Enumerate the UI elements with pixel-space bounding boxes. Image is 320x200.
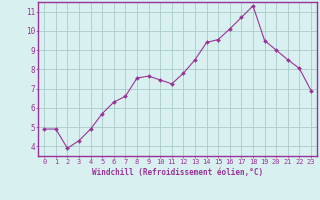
X-axis label: Windchill (Refroidissement éolien,°C): Windchill (Refroidissement éolien,°C) — [92, 168, 263, 177]
